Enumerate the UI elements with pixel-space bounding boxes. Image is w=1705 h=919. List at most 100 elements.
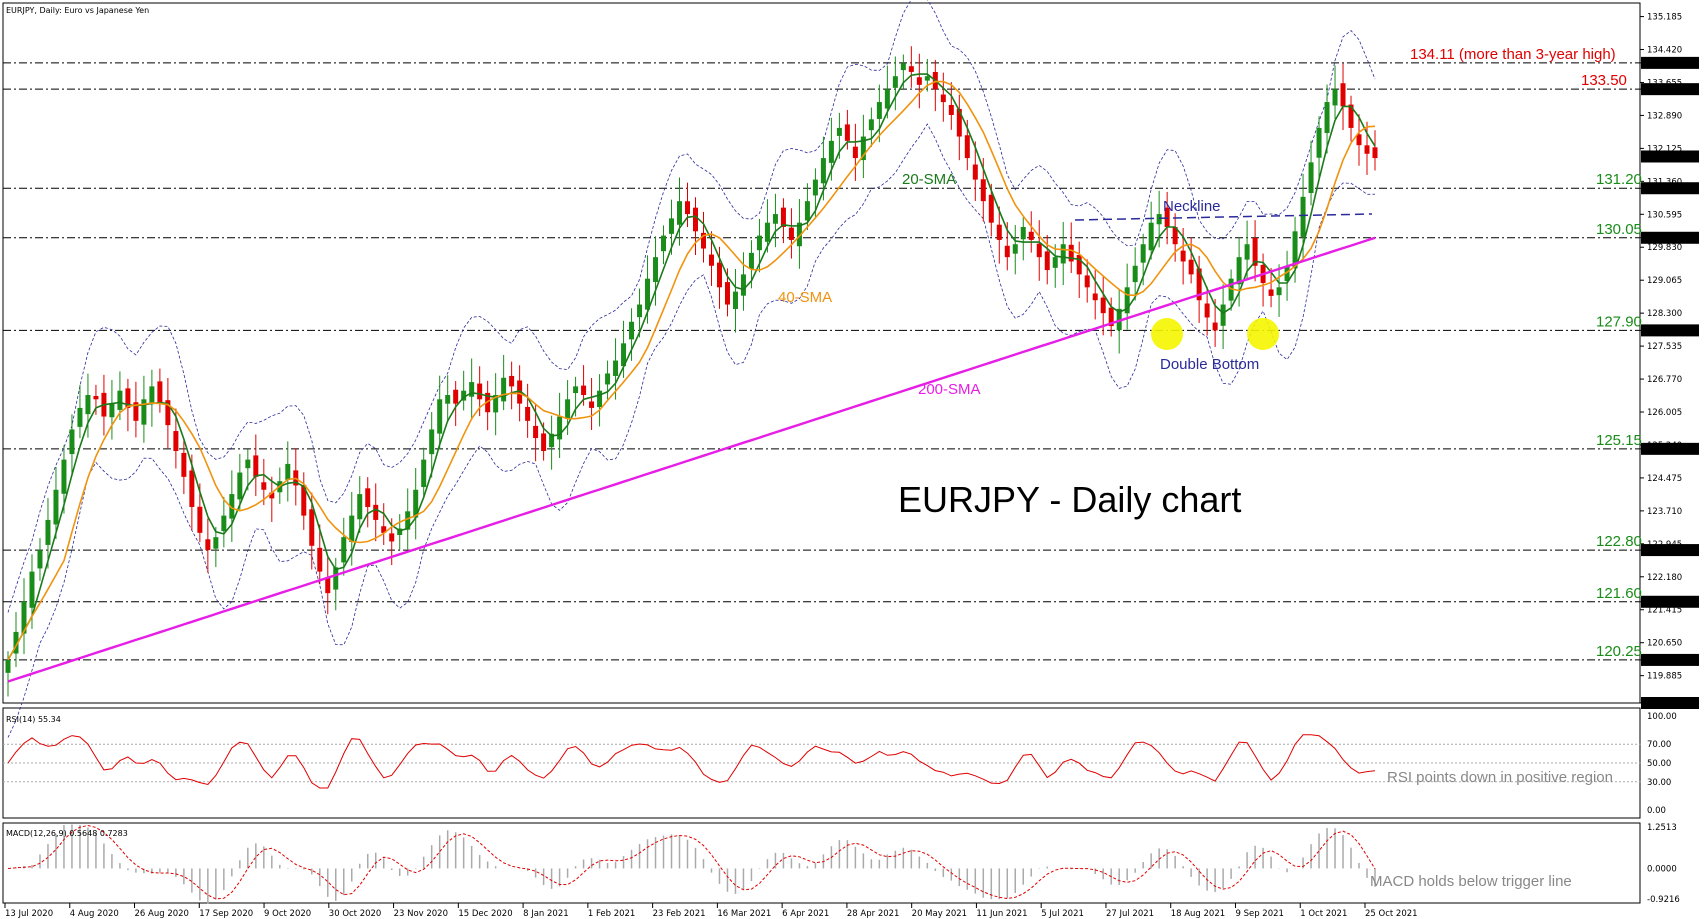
candle-body — [788, 227, 794, 240]
rsi-tick-label: 30.00 — [1647, 778, 1671, 788]
candle-body — [509, 375, 515, 387]
candle-body — [900, 63, 906, 71]
level-axis-label: 125.150 — [1646, 445, 1681, 455]
time-tick-label: 5 Jul 2021 — [1041, 909, 1084, 919]
time-tick-label: 17 Sep 2020 — [199, 909, 253, 919]
time-tick-label: 18 Aug 2021 — [1171, 909, 1225, 919]
time-tick-label: 16 Mar 2021 — [717, 909, 771, 919]
candle-body — [237, 472, 243, 500]
candle-body — [988, 194, 994, 223]
price-tick-label: 130.595 — [1647, 210, 1682, 220]
level-axis-label: 120.250 — [1646, 656, 1681, 666]
candle-body — [13, 631, 19, 654]
candle-body — [621, 343, 627, 367]
candle-body — [549, 433, 555, 448]
candle-body — [796, 222, 802, 247]
price-tick-label: 124.475 — [1647, 474, 1682, 484]
time-tick-label: 1 Oct 2021 — [1300, 909, 1347, 919]
candle-body — [852, 146, 858, 159]
price-tick-label: 126.770 — [1647, 375, 1682, 385]
candle-body — [1076, 255, 1082, 275]
candle-body — [1004, 245, 1010, 258]
level-axis-label: 122.800 — [1646, 546, 1681, 556]
candle-body — [429, 429, 435, 455]
candle-body — [453, 389, 459, 404]
candle-body — [661, 235, 667, 252]
macd-signal-line — [7, 824, 1376, 900]
candle-body — [1364, 145, 1370, 154]
candle-body — [820, 158, 826, 184]
candle-body — [493, 395, 499, 413]
candle-body — [45, 519, 51, 545]
candle-body — [541, 433, 547, 451]
candle-body — [828, 140, 834, 163]
price-tick-label: 132.125 — [1647, 144, 1682, 154]
time-tick-label: 1 Feb 2021 — [588, 909, 636, 919]
candle-body — [916, 77, 922, 85]
candle-body — [461, 390, 467, 401]
candle-body — [397, 528, 403, 536]
candle-body — [1156, 214, 1162, 225]
candle-body — [301, 485, 307, 516]
candle-body — [972, 164, 978, 180]
candle-body — [21, 601, 27, 634]
sma20-label: 20-SMA — [902, 171, 956, 188]
price-tick-label: 122.180 — [1647, 573, 1682, 583]
candle-body — [517, 380, 523, 404]
current-price-label: 131.937 — [1646, 152, 1681, 162]
candle-body — [669, 218, 675, 234]
candle-body — [245, 459, 251, 469]
candle-body — [964, 135, 970, 159]
candle-body — [1196, 268, 1202, 301]
level-label: 130.05 — [1596, 221, 1642, 238]
candle-body — [317, 547, 323, 572]
candle-body — [357, 494, 363, 520]
level-axis-label: 134.110 — [1646, 59, 1681, 69]
price-tick-label: 134.420 — [1647, 46, 1682, 56]
macd-header: MACD(12,26,9) 0.5648 0.7283 — [6, 829, 128, 838]
candle-body — [389, 533, 395, 542]
candle-body — [1140, 244, 1146, 263]
candle-body — [1012, 244, 1018, 254]
level-axis-box — [1641, 697, 1699, 709]
time-tick-label: 9 Sep 2021 — [1235, 909, 1283, 919]
candle-body — [325, 577, 331, 594]
candle-body — [1116, 308, 1122, 331]
candle-body — [1268, 289, 1274, 296]
candle-body — [1324, 102, 1330, 133]
rsi-tick-label: 50.00 — [1647, 759, 1671, 769]
chart-title: EURJPY - Daily chart — [898, 479, 1241, 520]
candle-body — [485, 392, 491, 413]
candle-body — [437, 399, 443, 434]
current-price-box — [1641, 150, 1699, 163]
candle-body — [381, 526, 387, 533]
time-tick-label: 8 Jan 2021 — [523, 909, 569, 919]
candle-body — [1172, 227, 1178, 245]
candle-body — [892, 76, 898, 88]
double-bottom-label: Double Bottom — [1160, 356, 1259, 373]
candle-body — [1300, 196, 1306, 237]
candle-body — [1372, 147, 1378, 159]
candle-body — [53, 489, 59, 525]
time-tick-label: 15 Dec 2020 — [458, 909, 512, 919]
candle-body — [1124, 287, 1130, 314]
candle-body — [1132, 265, 1138, 283]
candle-body — [653, 257, 659, 282]
candle-body — [117, 390, 123, 410]
candle-body — [1028, 231, 1034, 240]
candle-body — [844, 124, 850, 141]
candle-body — [996, 224, 1002, 240]
candle-body — [1060, 244, 1066, 264]
time-tick-label: 6 Apr 2021 — [782, 909, 829, 919]
level-label: 131.20 — [1596, 171, 1642, 188]
rsi-line — [7, 734, 1376, 789]
candle-body — [804, 201, 810, 221]
candle-body — [285, 463, 291, 480]
candle-body — [637, 304, 643, 318]
time-tick-label: 4 Aug 2020 — [70, 909, 119, 919]
level-axis-box — [1641, 324, 1699, 337]
price-tick-label: 121.415 — [1647, 606, 1682, 616]
time-tick-label: 30 Oct 2020 — [329, 909, 382, 919]
level-label: 125.15 — [1596, 432, 1642, 449]
candle-body — [748, 252, 754, 269]
